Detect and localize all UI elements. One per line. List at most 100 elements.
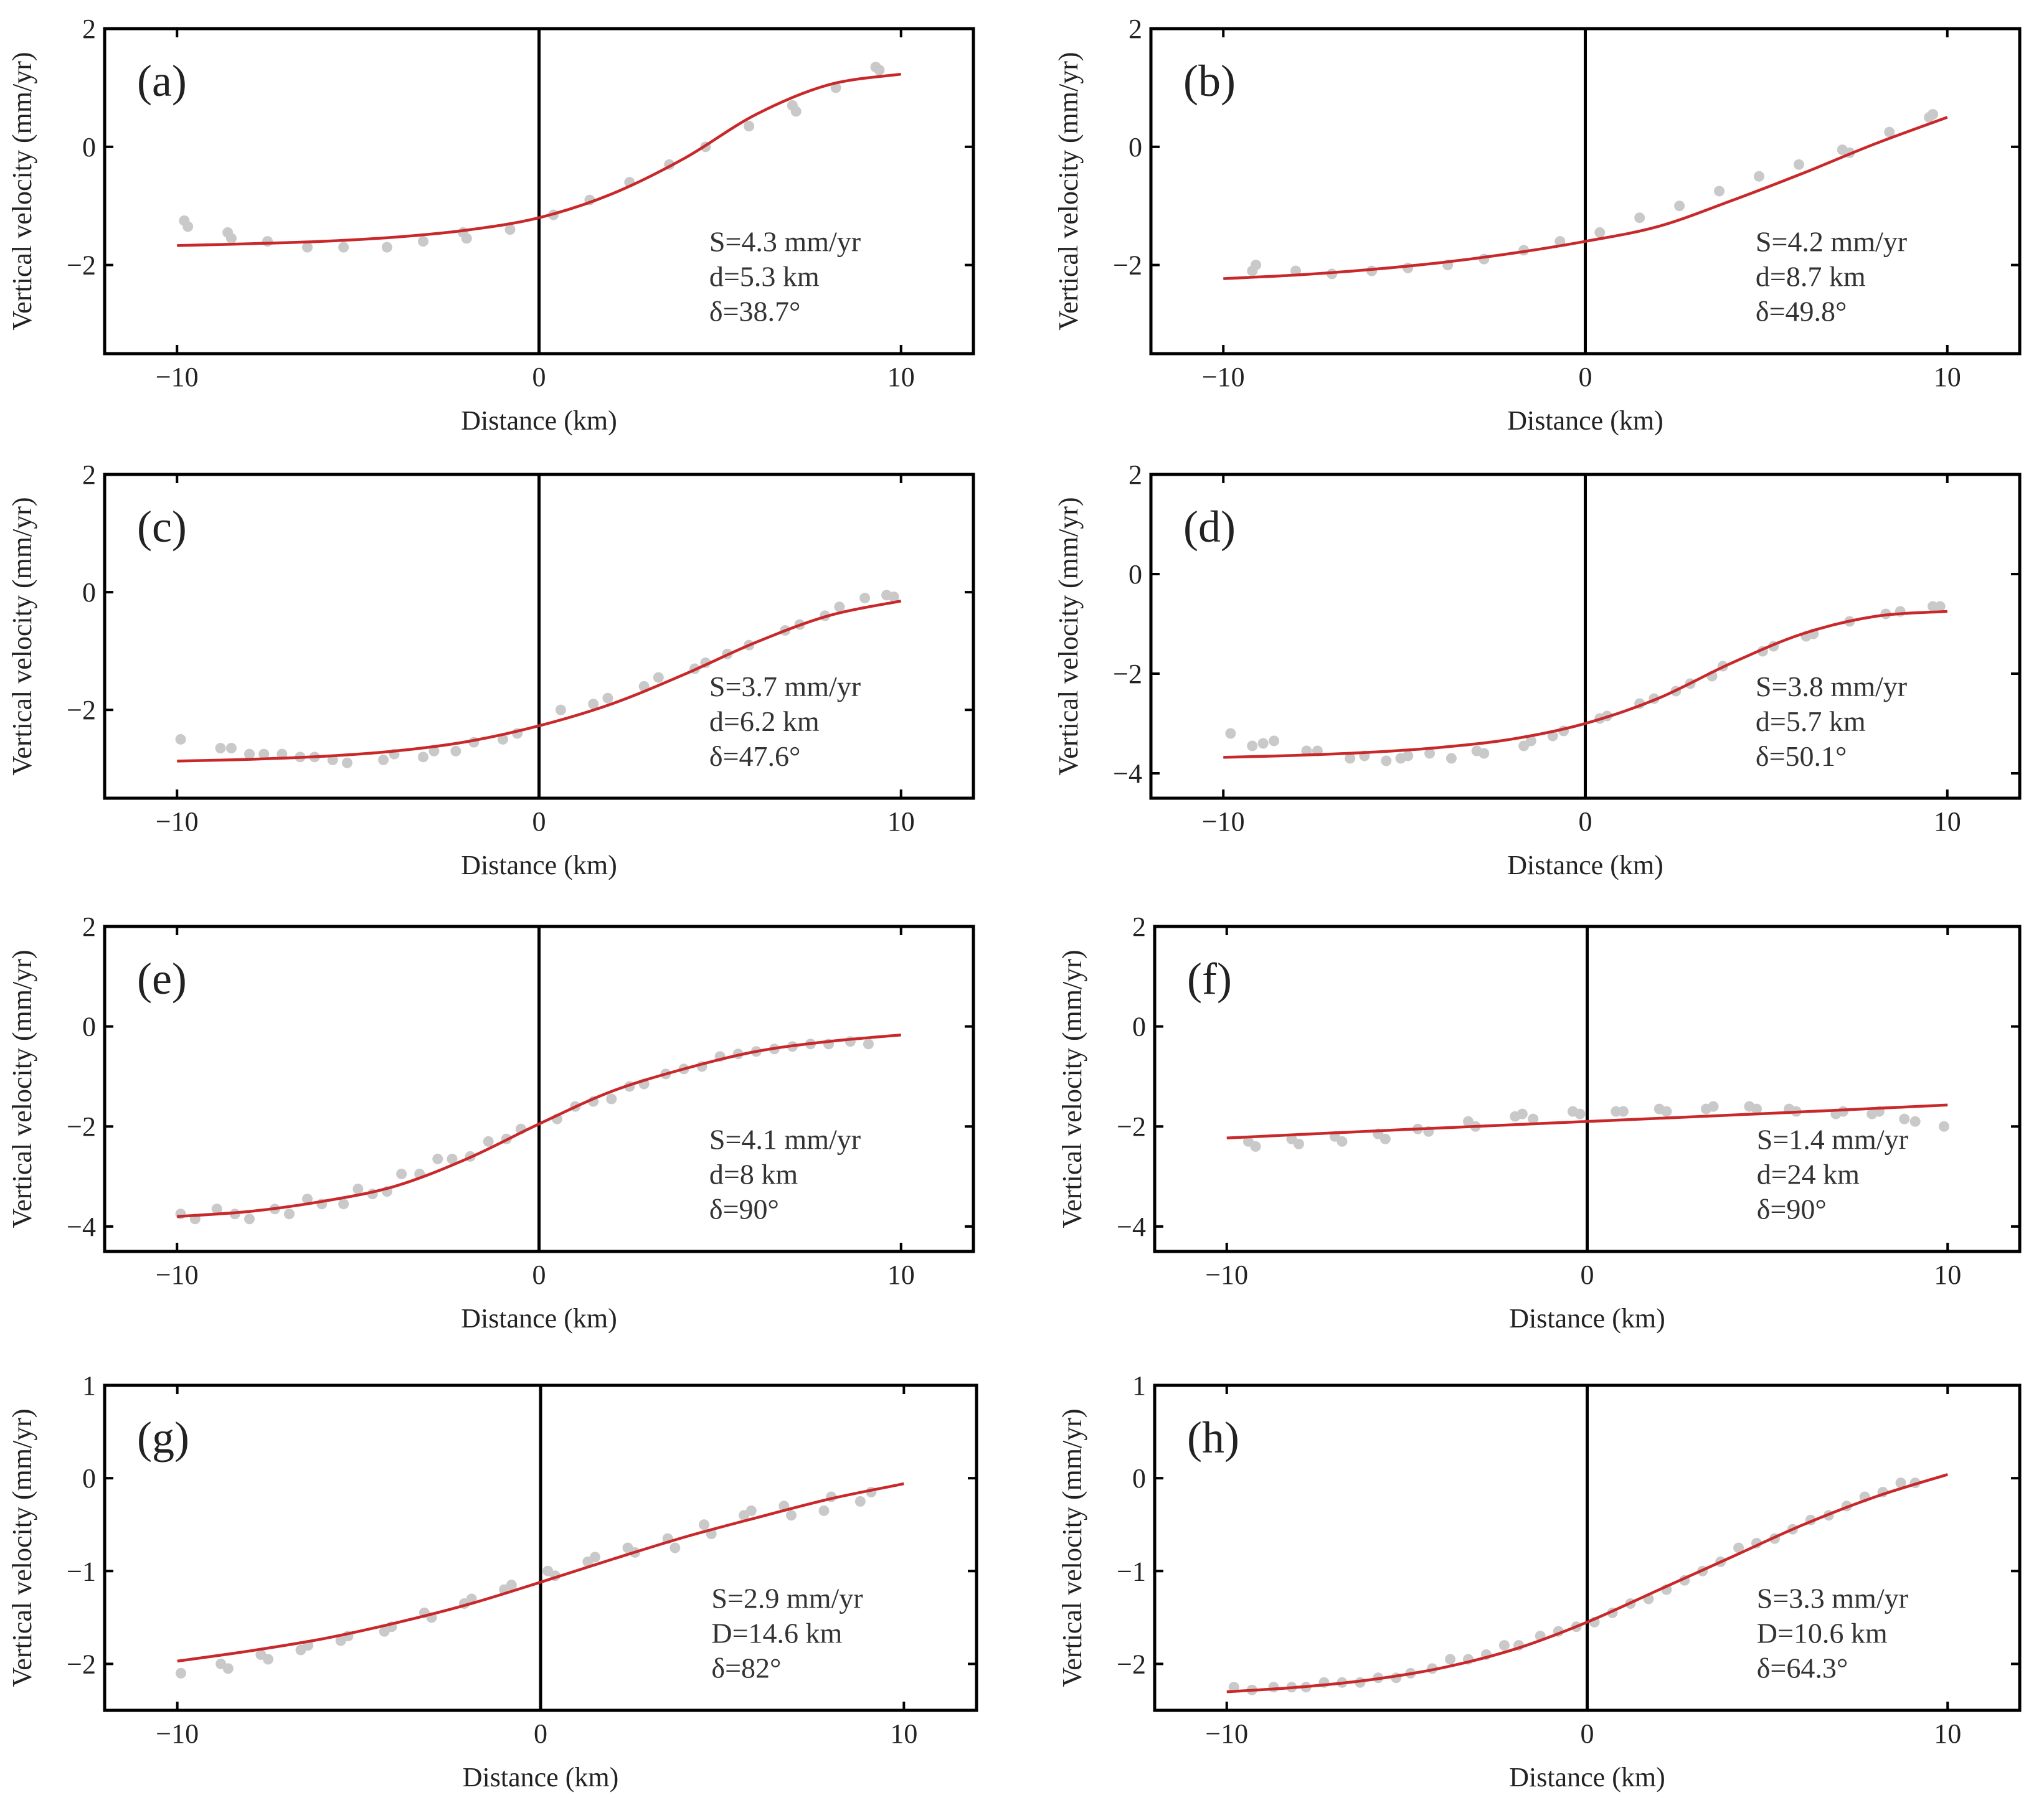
y-tick-label: −2: [67, 695, 96, 725]
observed-point: [744, 121, 755, 132]
observed-point: [745, 1505, 757, 1516]
fit-parameter-text: d=24 km: [1757, 1159, 1860, 1190]
x-tick-label: 0: [532, 806, 546, 837]
fit-parameter-text: d=8 km: [709, 1159, 798, 1190]
x-axis-label: Distance (km): [1507, 850, 1663, 880]
observed-point: [1337, 1136, 1348, 1147]
y-tick-label: −4: [67, 1212, 96, 1242]
y-tick-label: −2: [1117, 1649, 1146, 1679]
y-tick-label: 1: [1132, 1370, 1146, 1401]
fit-parameter-text: S=4.2 mm/yr: [1756, 226, 1907, 258]
observed-point: [396, 1169, 407, 1180]
fit-parameter-text: δ=82°: [711, 1652, 781, 1684]
observed-point: [506, 1580, 517, 1591]
observed-points: [176, 1487, 877, 1679]
observed-point: [1269, 735, 1280, 747]
fit-parameter-text: d=5.3 km: [709, 261, 820, 293]
y-tick-label: −2: [1113, 659, 1142, 689]
x-axis-label: Distance (km): [1509, 1762, 1665, 1793]
observed-point: [497, 733, 508, 745]
fit-parameter-text: d=8.7 km: [1756, 261, 1866, 293]
x-tick-label: −10: [1202, 806, 1245, 837]
observed-point: [555, 704, 566, 715]
observed-point: [606, 1093, 617, 1105]
observed-points: [179, 62, 885, 253]
observed-point: [1257, 738, 1269, 749]
fit-parameter-text: d=6.2 km: [709, 705, 820, 737]
observed-point: [1574, 1108, 1586, 1119]
observed-point: [1403, 750, 1414, 761]
x-tick-label: 10: [887, 362, 915, 392]
observed-point: [670, 1542, 681, 1553]
x-tick-label: −10: [156, 362, 199, 392]
y-tick-label: 2: [1128, 14, 1142, 44]
observed-point: [590, 1552, 600, 1563]
fit-parameter-text: S=4.1 mm/yr: [709, 1124, 861, 1156]
observed-point: [225, 233, 237, 244]
observed-point: [1928, 601, 1938, 612]
x-axis-label: Distance (km): [1507, 405, 1663, 436]
fit-parameter-text: d=5.7 km: [1756, 705, 1866, 737]
y-axis-label: Vertical velocity (mm/yr): [7, 497, 37, 775]
x-tick-label: 0: [1581, 1718, 1594, 1749]
y-tick-label: −2: [67, 250, 96, 281]
model-fit-line: [177, 72, 902, 247]
observed-point: [1751, 1103, 1762, 1114]
observed-points: [175, 1036, 874, 1225]
observed-point: [1674, 200, 1685, 212]
observed-point: [699, 1519, 709, 1530]
observed-point: [602, 692, 613, 704]
observed-point: [222, 1663, 234, 1674]
observed-point: [1754, 171, 1764, 182]
observed-point: [1899, 1113, 1910, 1124]
observed-point: [1733, 1542, 1744, 1553]
observed-point: [854, 1496, 866, 1507]
fit-parameter-text: S=3.7 mm/yr: [709, 671, 861, 702]
x-tick-label: −10: [1205, 1718, 1248, 1749]
x-tick-label: 0: [1581, 1260, 1594, 1290]
panel-label: (d): [1183, 502, 1236, 552]
observed-point: [1424, 748, 1436, 759]
observed-point: [175, 1209, 186, 1220]
y-tick-label: 0: [1128, 559, 1142, 590]
panel-c: −10 0 10 −2 0 2 Distance (km) Vertical velocity…: [7, 459, 975, 880]
observed-point: [338, 242, 349, 253]
fit-parameter-text: S=4.3 mm/yr: [709, 226, 861, 258]
observed-point: [1525, 735, 1536, 747]
observed-point: [1228, 1682, 1239, 1693]
y-tick-label: −4: [1117, 1212, 1146, 1242]
observed-point: [263, 1654, 273, 1665]
observed-point: [1594, 227, 1606, 238]
observed-point: [258, 748, 270, 760]
y-tick-label: −4: [1113, 758, 1142, 789]
y-axis-label: Vertical velocity (mm/yr): [1057, 1408, 1087, 1687]
fit-parameter-text: δ=38.7°: [709, 296, 801, 327]
observed-point: [182, 221, 194, 232]
observed-point: [215, 743, 226, 754]
observed-point: [450, 745, 461, 756]
x-axis-label: Distance (km): [461, 405, 617, 436]
model-fit-line: [1223, 116, 1948, 280]
y-axis-label: Vertical velocity (mm/yr): [7, 1408, 37, 1687]
observed-point: [1617, 1106, 1629, 1117]
observed-point: [418, 236, 428, 247]
y-tick-label: 2: [1128, 459, 1142, 490]
observed-point: [1528, 1113, 1539, 1124]
observed-point: [834, 601, 845, 613]
y-axis-label: Vertical velocity (mm/yr): [7, 52, 37, 330]
x-tick-label: 10: [1934, 1718, 1961, 1749]
observed-point: [244, 748, 255, 760]
x-tick-label: −10: [1205, 1260, 1248, 1290]
y-tick-label: −2: [67, 1111, 96, 1142]
fit-parameter-text: δ=90°: [1757, 1194, 1827, 1225]
observed-point: [338, 1199, 349, 1210]
observed-point: [786, 1510, 797, 1521]
x-tick-label: 10: [890, 1718, 917, 1749]
observed-point: [1445, 1654, 1456, 1665]
y-tick-label: 0: [82, 1463, 96, 1494]
model-fit-line: [177, 1034, 901, 1218]
panel-label: (b): [1183, 56, 1236, 106]
y-tick-label: 2: [82, 912, 96, 942]
